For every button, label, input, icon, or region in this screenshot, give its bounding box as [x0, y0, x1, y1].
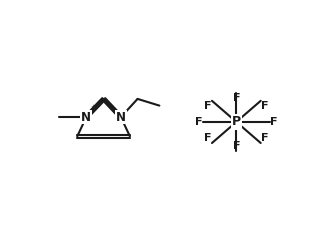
Text: N: N — [116, 111, 126, 124]
Text: P: P — [232, 115, 241, 128]
Text: F: F — [196, 117, 203, 127]
Text: F: F — [205, 133, 212, 143]
Text: $^+$: $^+$ — [89, 103, 97, 112]
Text: F: F — [233, 141, 240, 151]
Text: F: F — [233, 93, 240, 103]
Text: F: F — [205, 101, 212, 111]
Text: N: N — [81, 111, 91, 124]
Text: F: F — [270, 117, 277, 127]
Text: F: F — [261, 133, 268, 143]
Text: F: F — [261, 101, 268, 111]
